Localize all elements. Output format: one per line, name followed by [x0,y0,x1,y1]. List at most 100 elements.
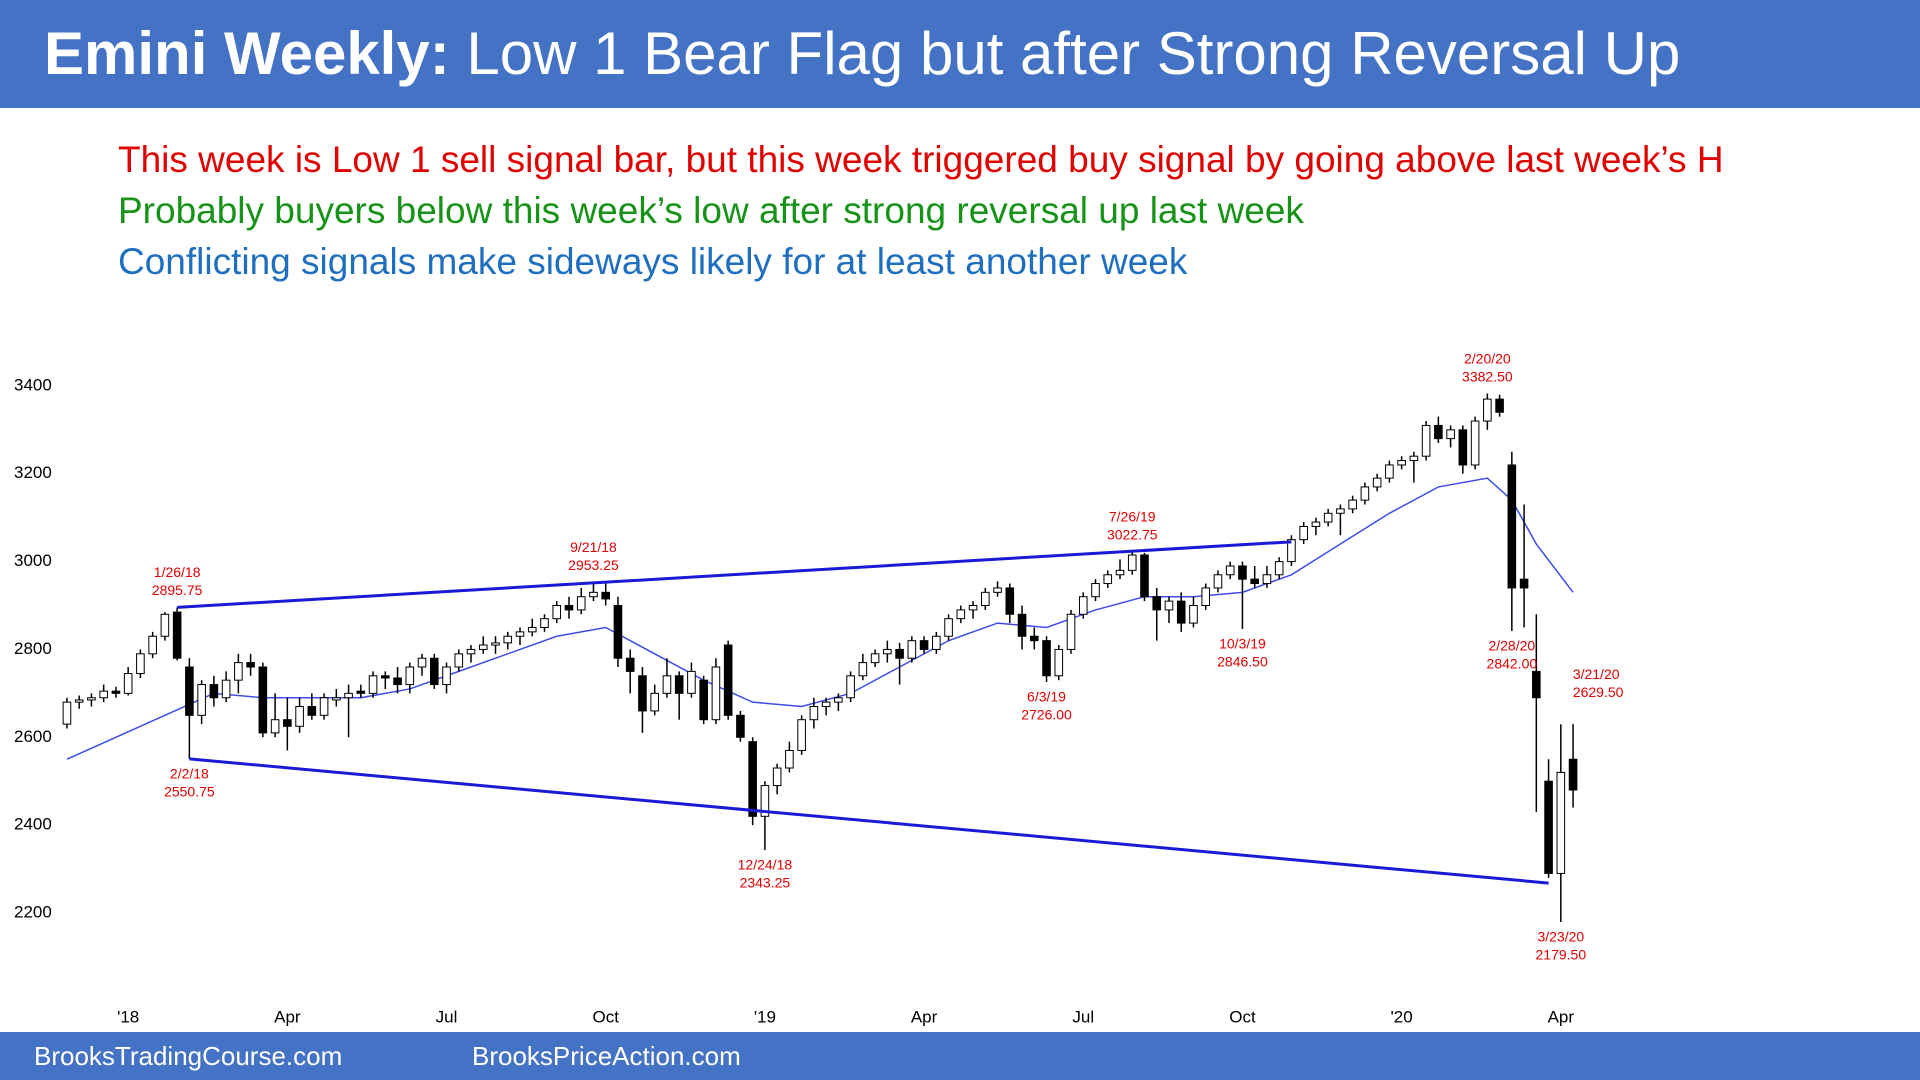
candle-body [662,675,672,694]
candle-body [1556,771,1566,874]
candle-body [136,653,145,675]
annotation-date: 6/3/19 [1027,689,1066,705]
candle-body [295,706,304,727]
annotation-value: 2953.25 [568,557,619,573]
candle-body [1348,499,1357,510]
candle-body [417,657,427,668]
x-tick-label: Apr [1548,1007,1575,1026]
candle-body [625,657,635,672]
candle-body [185,666,194,716]
candle-body [405,666,415,686]
annotation-date: 2/2/18 [170,766,209,782]
candle-body [221,679,231,699]
candle-body [1409,455,1419,462]
candle-body [246,662,255,668]
x-tick-label: Oct [1229,1007,1256,1026]
candle-body [466,648,476,655]
candle-body [209,684,219,699]
candle-body [1287,539,1296,563]
x-tick-label: Apr [911,1007,938,1026]
candle-body [1470,420,1480,466]
candle-body [1397,460,1406,466]
annotation-date: 10/3/19 [1219,636,1266,652]
candle-body [307,706,317,716]
candle-body [356,690,366,694]
candle-body [1042,640,1051,677]
annotation-date: 3/23/20 [1537,929,1584,945]
candle-body [491,642,500,646]
candle-body [932,635,941,650]
footer: BrooksTradingCourse.com BrooksPriceAction… [0,1032,1920,1080]
annotation-value: 2846.50 [1217,654,1268,670]
candle-body [1458,429,1468,466]
annotation-value: 2629.50 [1573,684,1624,700]
candle-body [748,741,757,817]
candle-body [1164,600,1174,611]
candle-body [883,648,892,655]
x-tick-label: '18 [117,1007,139,1026]
candle-body [1544,780,1553,874]
candle-body [1421,424,1431,457]
title-bold: Emini Weekly: [44,20,450,87]
annotation-date: 7/26/19 [1109,508,1156,524]
annotation-value: 3022.75 [1107,526,1158,542]
annotation-value: 2895.75 [152,582,203,598]
y-tick-label: 2200 [14,902,52,921]
note: This week is Low 1 sell signal bar, but … [118,139,1724,180]
candle-body [797,719,806,751]
candle-body [968,605,978,611]
annotation-value: 2343.25 [740,875,791,891]
candle-body [332,697,341,701]
annotation-date: 2/28/20 [1488,638,1535,654]
candle-body [1323,512,1333,523]
x-tick-label: '19 [754,1007,776,1026]
candle-body [442,666,451,686]
candle-body [1103,574,1113,585]
candle-body [368,675,378,694]
candle-body [576,596,586,611]
trendline [177,540,1292,609]
candle-body [1115,569,1125,576]
candle-body [258,666,268,734]
candle-body [1434,424,1443,440]
candle-body [381,675,390,679]
candle-body [564,605,574,611]
candle-body [993,587,1002,593]
candle-body [674,675,684,694]
candle-body [1225,565,1235,576]
y-tick-label: 3400 [14,375,52,394]
candle-body [234,662,243,681]
y-tick-label: 3000 [14,551,52,570]
notes: This week is Low 1 sell signal bar, but … [118,134,1724,287]
candle-body [1005,587,1015,615]
candle-body [503,635,513,644]
candle-body [1274,561,1284,576]
annotation-date: 2/20/20 [1464,350,1511,366]
header: Emini Weekly: Low 1 Bear Flag but after … [0,0,1920,108]
candle-body [1250,578,1259,585]
candle-body [1213,574,1223,589]
candle-body [74,699,84,703]
candle-body [809,706,819,721]
candle-body [772,767,782,787]
annotation-value: 2726.00 [1021,707,1072,723]
candle-body [944,618,953,637]
candle-body [1519,578,1529,589]
candle-body [1201,587,1211,607]
candle-body [1532,670,1541,699]
candle-body [1495,398,1504,413]
candle-body [172,611,182,659]
candle-body [1483,398,1492,422]
candle-body [1140,554,1149,598]
note: Conflicting signals make sideways likely… [118,241,1188,282]
candle-body [160,613,170,637]
candle-body [821,701,831,708]
candle-body [1372,477,1382,488]
candle-body [197,684,206,716]
candle-body [1507,464,1517,589]
candle-body [123,673,133,694]
candle-body [1054,648,1064,677]
annotation-date: 3/21/20 [1573,666,1620,682]
title: Low 1 Bear Flag but after Strong Reversa… [466,20,1681,87]
